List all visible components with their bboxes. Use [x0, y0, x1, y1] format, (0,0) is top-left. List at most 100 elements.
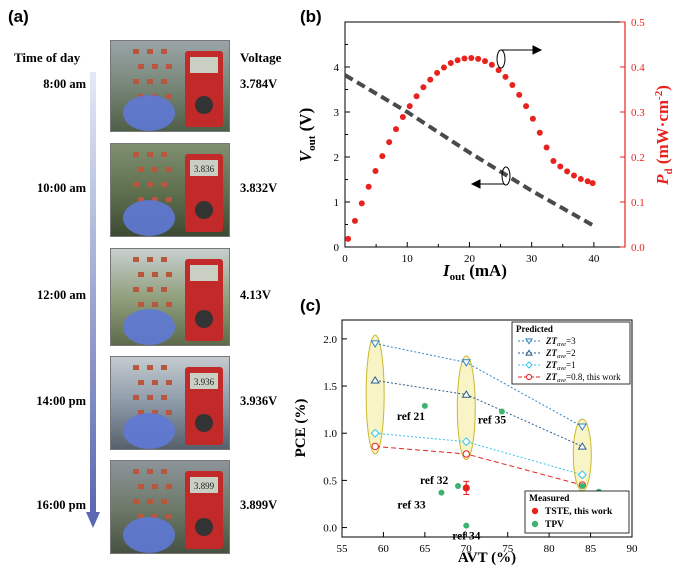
- legend-marker: [525, 338, 533, 345]
- device-square: [152, 514, 158, 519]
- predicted-point: [370, 340, 380, 348]
- chart-b: 0 10 20 30 40 0 1 2 3 4 0.0 0.1 0.2 0.3 0.4 0.5 Iout (m…: [296, 17, 675, 282]
- multimeter-dial: [195, 414, 213, 432]
- x-tick-label-b: 10: [402, 253, 414, 265]
- device-square: [161, 152, 167, 157]
- glove-shape: [123, 517, 175, 553]
- device-square: [133, 395, 139, 400]
- legend-measured: Measured TSTE, this work TPV: [524, 490, 630, 534]
- power-density-point: [386, 139, 393, 146]
- legend-marker-tpv: [531, 520, 539, 528]
- device-square: [166, 272, 172, 277]
- y-tick-label-left-b: 3: [334, 107, 340, 119]
- y-tick-label-left-b: 4: [334, 62, 340, 74]
- device-square: [133, 49, 139, 54]
- device-square: [161, 182, 167, 187]
- y-tick-label-c: 1.0: [323, 428, 337, 440]
- panel-a-letter: (a): [8, 7, 29, 26]
- x-tick-label-c: 80: [544, 543, 556, 555]
- voltage-series-line: [343, 73, 595, 228]
- power-density-point: [482, 58, 488, 65]
- power-density-point: [543, 144, 550, 151]
- time-label: 14:00 pm: [36, 394, 86, 408]
- x-tick-label-c: 55: [337, 543, 349, 555]
- tpv-point: [455, 483, 461, 490]
- device-square: [166, 410, 172, 415]
- device-square: [161, 499, 167, 504]
- device-square: [166, 484, 172, 489]
- y-tick-label-c: 2.0: [323, 334, 337, 346]
- tpv-point: [579, 483, 586, 490]
- y-tick-label-c: 0.5: [323, 475, 337, 487]
- device-square: [166, 197, 172, 202]
- predicted-point: [462, 450, 470, 458]
- device-square: [166, 64, 172, 69]
- measurement-photo: 3.899: [110, 460, 230, 554]
- panel-b-letter: (b): [300, 7, 322, 26]
- power-density-point: [584, 178, 591, 185]
- right-axis-arrow-annotation: [496, 45, 543, 69]
- device-square: [138, 167, 144, 172]
- legend-measured-title: Measured: [529, 494, 570, 504]
- x-tick-label-c: 75: [502, 543, 514, 555]
- device-square: [147, 287, 153, 292]
- multimeter-display: [190, 265, 218, 281]
- measurement-photo: [110, 40, 230, 132]
- measurement-photo: [110, 248, 230, 346]
- device-square: [152, 484, 158, 489]
- multimeter-dial: [195, 96, 213, 114]
- tpv-point: [463, 522, 470, 529]
- device-square: [138, 272, 144, 277]
- legend-label-tste: TSTE, this work: [545, 507, 613, 517]
- tpv-point: [498, 408, 505, 415]
- x-tick-label-c: 85: [585, 543, 597, 555]
- device-square: [147, 257, 153, 262]
- device-square: [166, 94, 172, 99]
- device-square: [161, 365, 167, 370]
- device-square: [152, 272, 158, 277]
- power-density-point: [399, 113, 406, 120]
- y-tick-label-right-b: 0.2: [631, 152, 645, 164]
- y-tick-label-left-b: 1: [334, 197, 340, 209]
- predicted-point: [371, 442, 379, 451]
- highlight-ellipse: [456, 355, 476, 461]
- legend-label: ZTave=3: [545, 336, 576, 348]
- voltage-value: 3.899V: [240, 498, 278, 512]
- panel-c-letter: (c): [300, 296, 321, 315]
- legend-marker: [525, 349, 533, 356]
- ref-label: ref 33: [397, 500, 425, 512]
- device-square: [133, 287, 139, 292]
- y-axis-label-c: PCE (%): [293, 399, 309, 458]
- power-density-point: [529, 115, 536, 122]
- device-square: [138, 380, 144, 385]
- voltage-value: 3.784V: [240, 77, 278, 91]
- multimeter-dial: [195, 201, 213, 219]
- power-density-point: [427, 76, 434, 83]
- device-square: [147, 152, 153, 157]
- multimeter-reading: 3.899: [194, 481, 215, 491]
- device-square: [147, 395, 153, 400]
- multimeter-display: [190, 160, 218, 176]
- glove-shape: [123, 413, 175, 449]
- device-square: [138, 410, 144, 415]
- time-of-day-header: Time of day: [14, 50, 81, 65]
- highlight-ellipse: [365, 334, 385, 455]
- power-density-point: [516, 91, 523, 98]
- power-density-point: [434, 69, 441, 76]
- plot-frame-b: [344, 21, 626, 248]
- device-square: [166, 380, 172, 385]
- device-square: [147, 499, 153, 504]
- power-density-point: [589, 180, 596, 187]
- y-axis-label-left-b: Vout (V): [296, 108, 318, 162]
- device-square: [152, 380, 158, 385]
- power-density-point: [454, 57, 461, 64]
- time-label: 8:00 am: [43, 77, 86, 91]
- device-square: [166, 167, 172, 172]
- power-density-point: [495, 67, 502, 74]
- y-tick-label-right-b: 0.0: [631, 242, 645, 254]
- legend-marker: [525, 373, 533, 381]
- predicted-point: [370, 428, 380, 438]
- device-square: [133, 469, 139, 474]
- predicted-series-line: [375, 445, 583, 486]
- device-square: [138, 302, 144, 307]
